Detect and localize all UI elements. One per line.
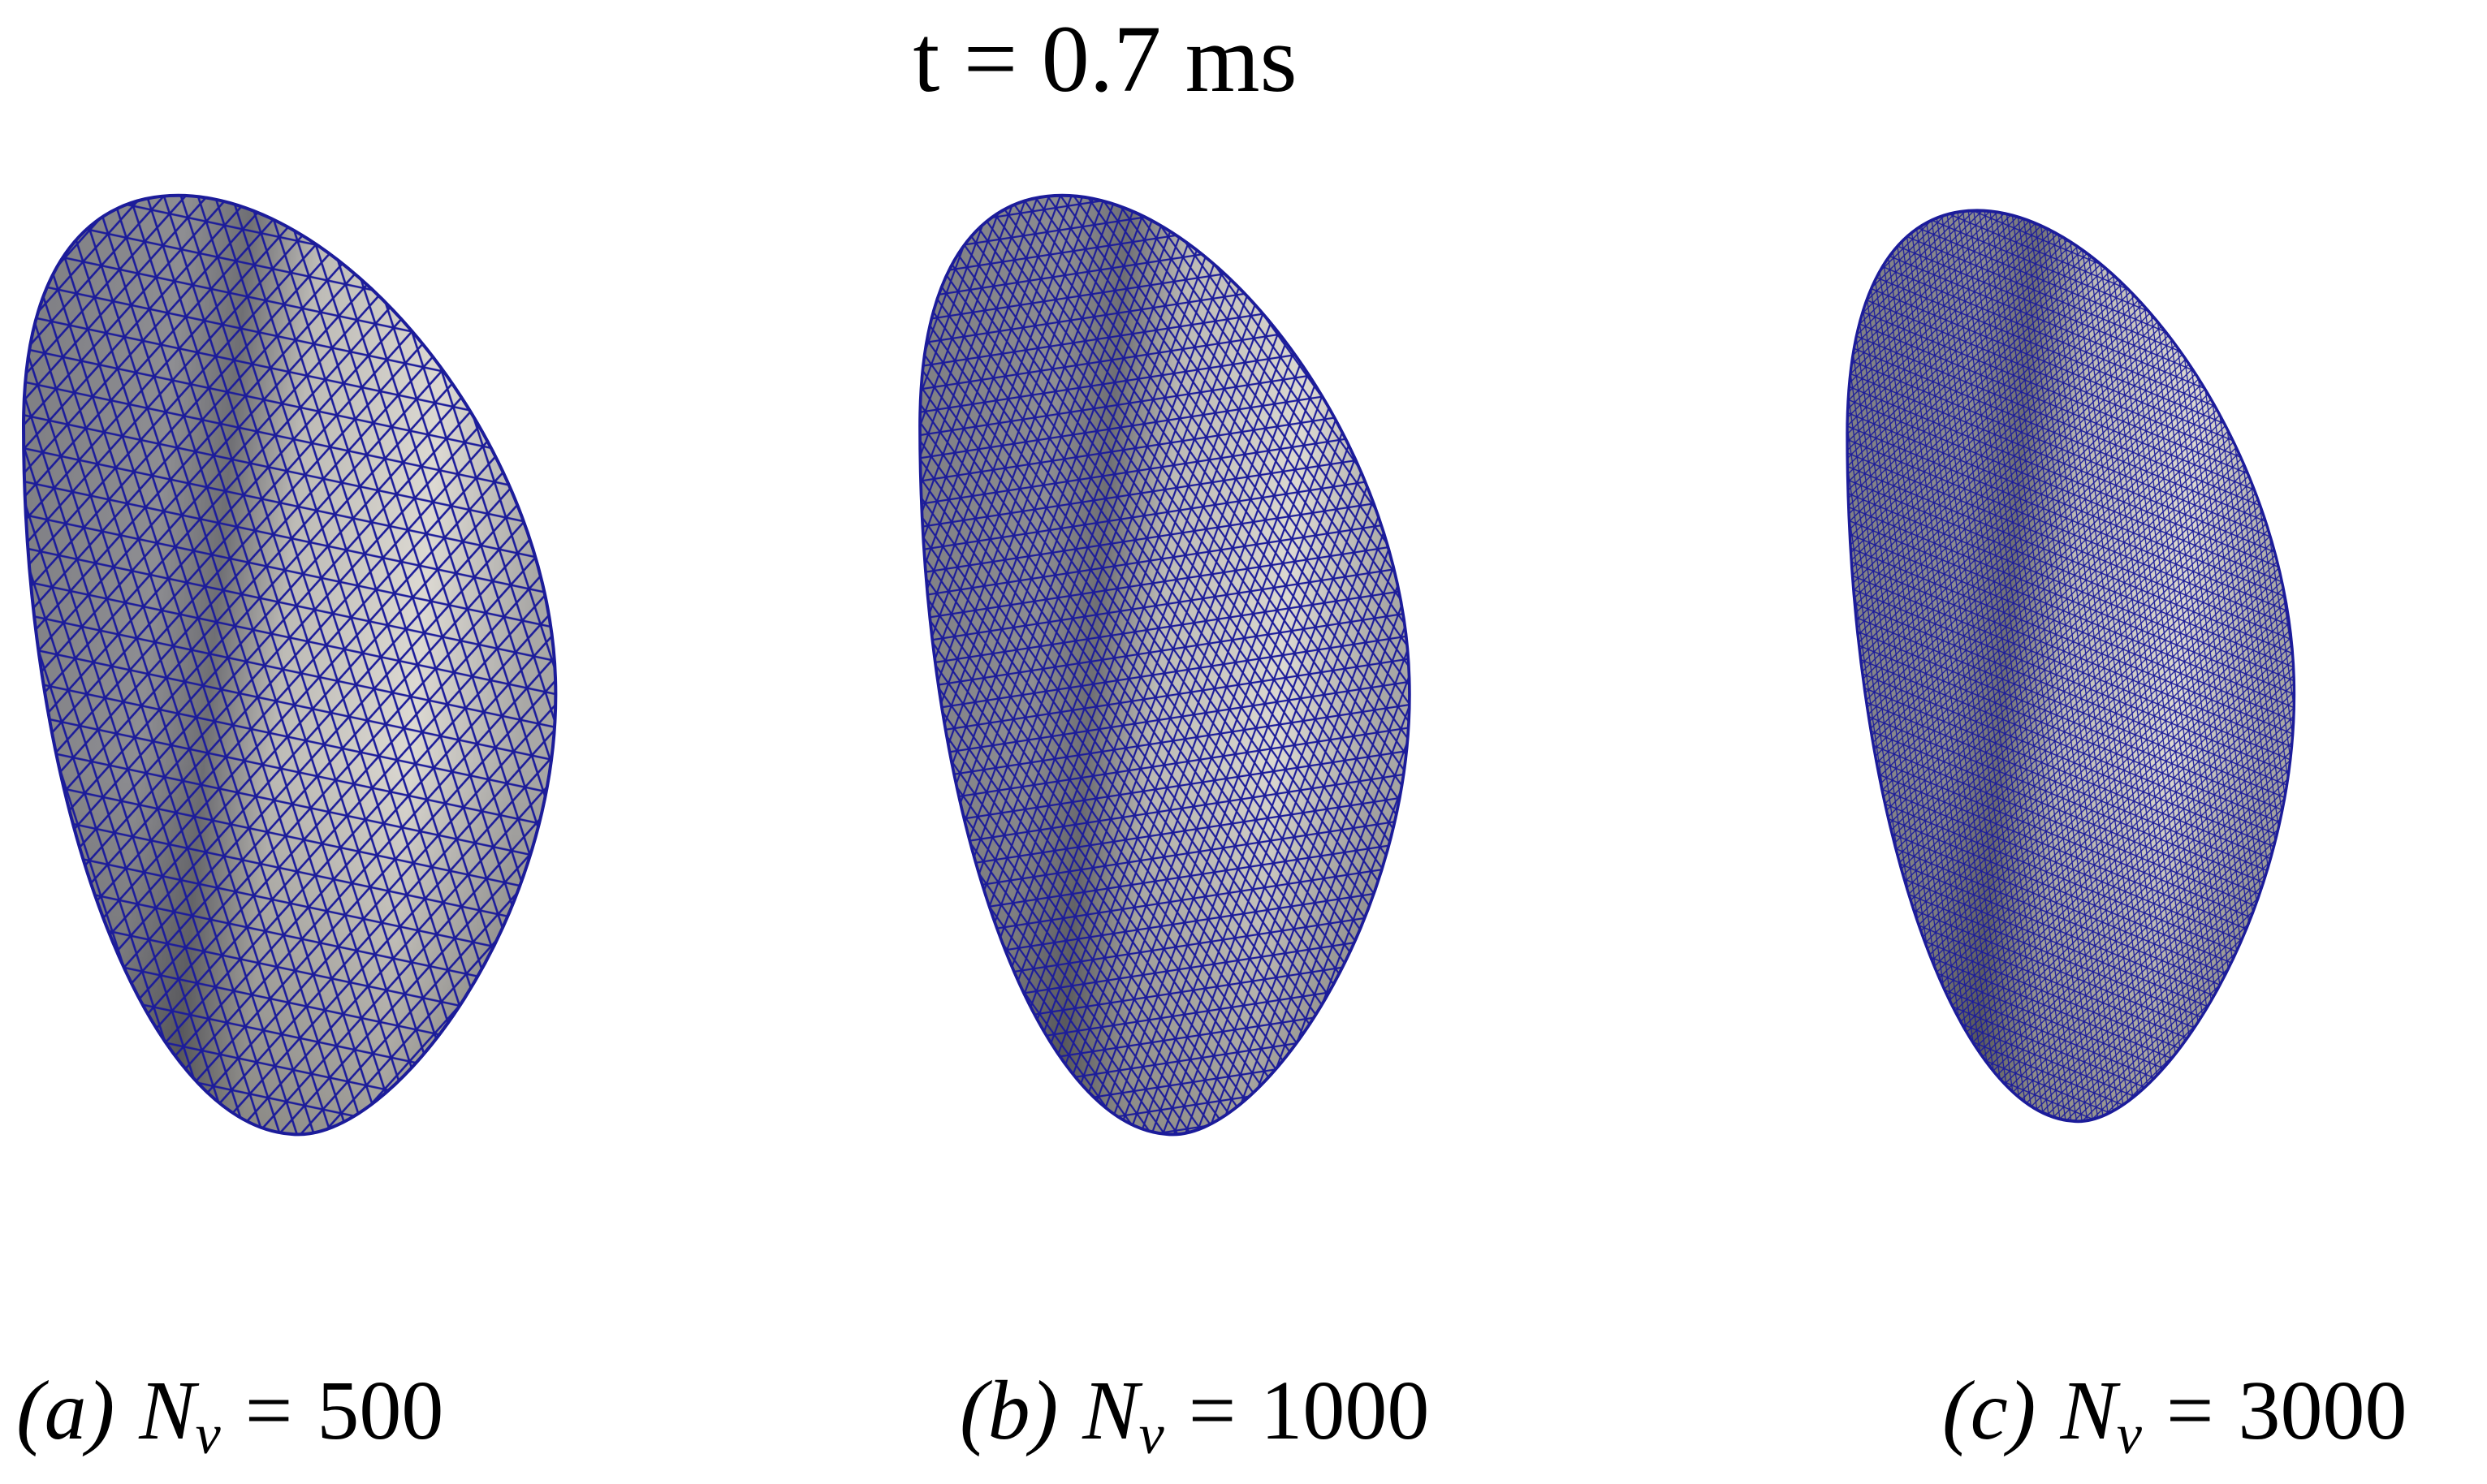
caption-subscript: v: [2117, 1404, 2143, 1466]
caption-equals: =: [1189, 1364, 1237, 1457]
figure-title: t = 0.7 ms: [913, 6, 1297, 112]
caption-subscript: v: [1139, 1404, 1165, 1466]
caption: (c) Nv = 3000: [1942, 1364, 2407, 1466]
caption-value: 1000: [1260, 1364, 1429, 1457]
caption-tag: (b): [960, 1364, 1058, 1457]
caption-equals: =: [2166, 1364, 2214, 1457]
caption: (a) Nv = 500: [16, 1364, 443, 1466]
mesh-panel-b: [918, 193, 1411, 1137]
caption-variable: N: [1082, 1364, 1143, 1457]
caption-equals: =: [245, 1364, 293, 1457]
mesh-panel-a: [22, 193, 558, 1137]
captions: (a) Nv = 500 (b) Nv = 1000 (c) Nv = 3000: [16, 1364, 2407, 1466]
caption-tag: (a): [16, 1364, 114, 1457]
caption: (b) Nv = 1000: [960, 1364, 1429, 1466]
caption-tag: (c): [1942, 1364, 2036, 1457]
caption-value: 500: [317, 1364, 443, 1457]
caption-variable: N: [2059, 1364, 2121, 1457]
caption-subscript: v: [196, 1404, 222, 1466]
mesh-panel-c: [1846, 209, 2296, 1124]
caption-value: 3000: [2239, 1364, 2407, 1457]
caption-variable: N: [138, 1364, 200, 1457]
